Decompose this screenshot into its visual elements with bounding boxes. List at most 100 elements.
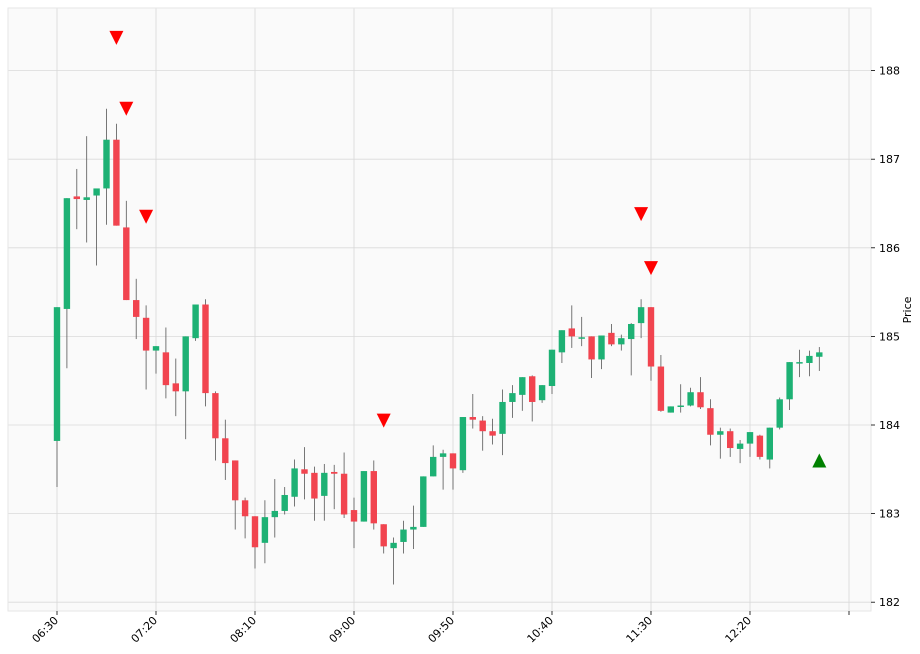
x-tick-label: 12:20 [723,614,755,646]
candle-body [93,188,99,195]
candle [202,299,208,406]
candle-body [361,471,367,522]
candle-body [757,436,763,457]
candle-body [529,376,535,402]
candle [460,417,466,473]
candle-body [460,417,466,470]
candle-body [489,431,495,435]
candle-body [618,338,624,344]
candle-body [638,307,644,323]
candle-body [668,406,674,412]
candle-body [796,362,802,364]
candle-body [202,305,208,394]
candle-body [143,318,149,351]
y-tick-label: 184 [879,419,900,432]
candle-body [450,453,456,468]
candle-body [737,444,743,449]
x-axis: 06:30 07:20 08:10 09:00 09:50 10:40 11:30 12:20 [30,611,849,646]
candle-body [678,406,684,408]
candle-body [192,305,198,339]
candle-body [549,350,555,386]
candle-body [727,431,733,448]
candle-body [84,197,90,200]
x-tick-label: 10:40 [525,614,557,646]
candle-body [242,500,248,516]
candle-body [658,367,664,411]
candle-body [64,198,70,309]
candle [777,398,783,430]
candle-body [74,196,80,199]
candle-body [113,140,119,226]
candle-body [470,417,476,420]
candle-body [539,385,545,400]
candle-body [569,328,575,336]
candle [757,435,763,460]
x-tick-label: 09:50 [426,614,458,646]
candle-body [499,402,505,434]
candle-body [232,460,238,500]
candle-body [480,421,486,432]
candle-body [321,473,327,496]
candle-body [440,453,446,457]
candle-body [163,352,169,385]
candle-body [687,392,693,405]
candle-body [588,336,594,359]
candle-body [608,333,614,345]
y-tick-label: 188 [879,65,900,78]
candle-body [559,330,565,352]
candle-body [806,356,812,363]
y-tick-label: 183 [879,508,900,521]
candle-body [747,432,753,444]
x-tick-label: 07:20 [129,614,161,646]
candle-body [301,469,307,473]
candle-body [816,352,822,356]
candle-body [430,457,436,476]
y-tick-label: 185 [879,330,900,343]
candle-body [707,408,713,435]
candle-body [648,307,654,366]
candle-body [579,337,585,339]
candle-body [103,140,109,189]
candle-body [786,362,792,399]
candle-body [717,431,723,435]
candle-body [222,438,228,463]
y-axis-label: Price [901,296,914,323]
candle [539,385,545,403]
candle-body [262,517,268,543]
x-tick-label: 11:30 [624,614,656,646]
candle [192,305,198,341]
candle-body [371,471,377,523]
y-axis: 182 183 184 185 186 187 188 [871,65,900,610]
candle-body [777,399,783,427]
candle-body [133,300,139,317]
candle-body [291,468,297,496]
y-tick-label: 186 [879,242,900,255]
candle-body [341,474,347,515]
candle-body [598,336,604,360]
candle [668,406,674,412]
candle-body [628,324,634,339]
candle-body [390,543,396,548]
candle-body [123,227,129,300]
candle [361,471,367,522]
candle-body [252,516,258,547]
x-tick-label: 06:30 [30,614,62,646]
candle-body [282,495,288,511]
candle-body [311,473,317,499]
candle-body [173,383,179,391]
candle-body [767,428,773,460]
y-tick-label: 182 [879,596,900,609]
candle-body [183,336,189,391]
candle-body [212,393,218,438]
candle-body [509,393,515,402]
candle-body [381,524,387,546]
candle-body [410,527,416,530]
candle-body [331,472,337,474]
candle-body [153,346,159,350]
x-tick-label: 08:10 [228,614,260,646]
candle-body [272,511,278,517]
candle-body [420,476,426,527]
candle-body [697,392,703,407]
candle [420,476,426,527]
